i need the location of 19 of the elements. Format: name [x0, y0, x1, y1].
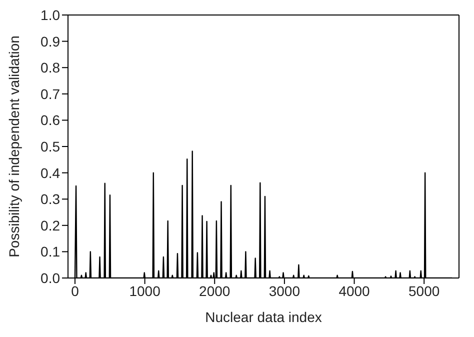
x-tick-label: 4000: [338, 282, 370, 299]
y-tick-label: 0.5: [40, 138, 60, 154]
y-tick-label: 0.0: [40, 270, 60, 286]
y-tick-label: 0.1: [40, 244, 60, 260]
y-tick-label: 0.7: [40, 86, 60, 102]
x-tick-label: 3000: [268, 282, 300, 299]
y-tick-label: 0.8: [40, 60, 60, 76]
y-axis-title: Possibility of independent validation: [6, 36, 22, 258]
y-tick-label: 0.9: [40, 33, 60, 50]
y-tick-label: 0.6: [40, 112, 60, 128]
y-tick-label: 0.2: [40, 217, 60, 234]
x-tick-label: 1000: [129, 282, 161, 299]
y-tick-label: 0.4: [40, 164, 60, 181]
x-tick-label: 2000: [199, 282, 230, 299]
x-tick-label: 0: [71, 282, 80, 299]
x-axis-title: Nuclear data index: [205, 309, 322, 325]
y-tick-label: 1.0: [40, 6, 60, 23]
y-tick-label: 0.3: [40, 191, 60, 208]
x-tick-label: 5000: [408, 282, 440, 299]
